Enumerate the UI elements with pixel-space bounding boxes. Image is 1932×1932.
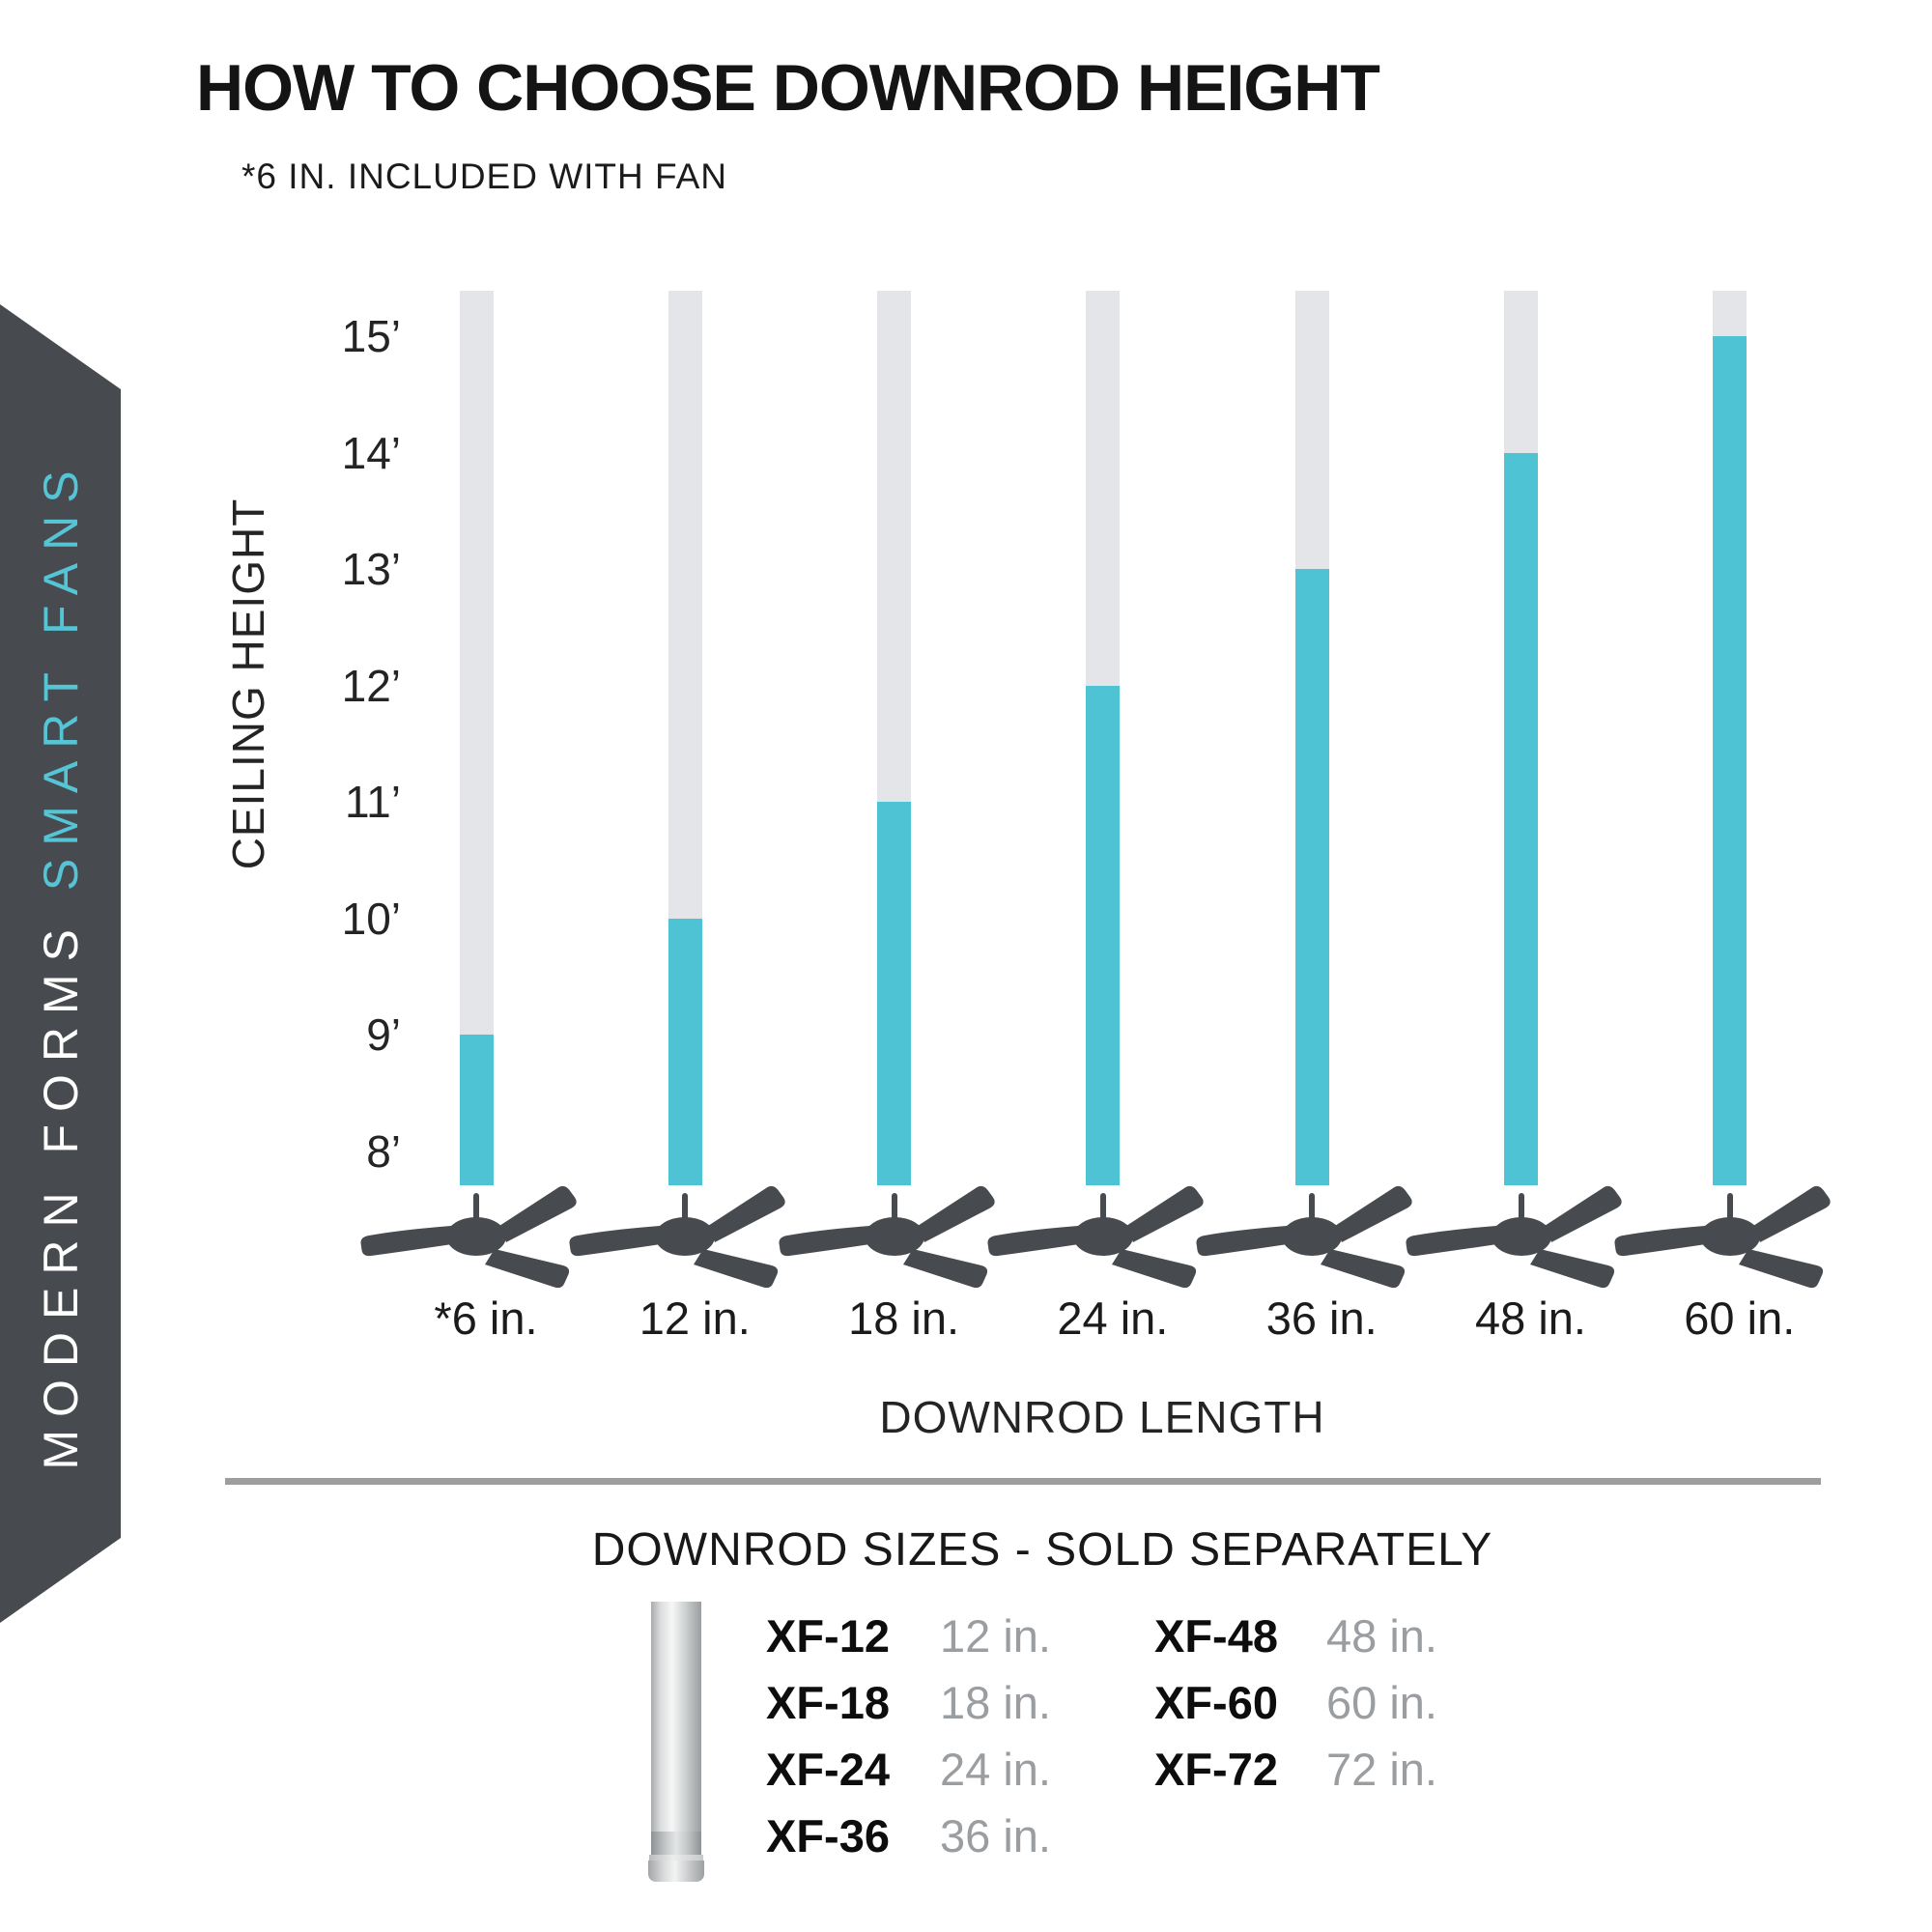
fan-hub — [864, 1217, 924, 1256]
bar-fill — [1504, 452, 1538, 1185]
x-tick-label: 24 in. — [1057, 1293, 1169, 1344]
ceiling-fan-icon — [1612, 1180, 1848, 1293]
fan-stem — [473, 1193, 479, 1224]
x-tick-label: *6 in. — [434, 1293, 538, 1344]
downrod-table-right: XF-48 48 in. XF-60 60 in. XF-72 72 in. — [1154, 1603, 1437, 1803]
fan-hub — [446, 1217, 506, 1256]
table-row: XF-48 48 in. — [1154, 1603, 1437, 1669]
y-tick-label: 11’ — [345, 777, 401, 827]
bar-fill — [1294, 569, 1329, 1185]
y-tick-label: 8’ — [366, 1125, 401, 1177]
fan-hub — [1282, 1217, 1343, 1256]
model-cell: XF-48 — [1154, 1610, 1278, 1662]
fan-stem — [682, 1193, 689, 1224]
table-row: XF-24 24 in. — [766, 1736, 1051, 1803]
table-row: XF-36 36 in. — [766, 1803, 1051, 1869]
y-tick-label: 12’ — [341, 660, 401, 711]
model-cell: XF-12 — [766, 1610, 890, 1662]
fan-stem — [1309, 1193, 1316, 1224]
model-cell: XF-60 — [1154, 1677, 1278, 1728]
x-axis-title: DOWNROD LENGTH — [879, 1392, 1325, 1442]
model-cell: XF-24 — [766, 1744, 890, 1795]
downrod-table-title: DOWNROD SIZES - SOLD SEPARATELY — [591, 1524, 1493, 1576]
downrod-table-left: XF-12 12 in. XF-18 18 in. XF-24 24 in. XF-36 36… — [766, 1603, 1051, 1869]
x-tick-label: 48 in. — [1475, 1293, 1586, 1344]
length-cell: 18 in. — [940, 1677, 1051, 1728]
bar-fill — [1086, 685, 1121, 1185]
fan-stem — [1726, 1193, 1733, 1224]
fan-hub — [1699, 1217, 1760, 1256]
table-row: XF-18 18 in. — [766, 1669, 1051, 1736]
section-divider — [225, 1478, 1821, 1485]
bar-fill — [1713, 336, 1747, 1185]
ceiling-fan-icon — [358, 1180, 594, 1293]
model-cell: XF-36 — [766, 1810, 890, 1861]
bar-fill — [877, 802, 912, 1185]
ceiling-fan-icon — [1194, 1180, 1430, 1293]
ceiling-fan-icon — [1404, 1180, 1639, 1293]
fan-stem — [1518, 1193, 1524, 1224]
model-cell: XF-18 — [766, 1677, 890, 1728]
length-cell: 36 in. — [940, 1810, 1051, 1861]
length-cell: 60 in. — [1326, 1677, 1437, 1728]
x-tick-label: 36 in. — [1265, 1293, 1378, 1344]
page-subtitle: *6 IN. INCLUDED WITH FAN — [242, 156, 727, 196]
brand-ribbon: MODERN FORMS SMART FANS — [0, 304, 121, 1623]
fan-hub — [655, 1217, 716, 1256]
ceiling-fan-icon — [777, 1180, 1012, 1293]
x-tick-label: 18 in. — [848, 1293, 960, 1344]
length-cell: 24 in. — [940, 1744, 1051, 1795]
ceiling-fan-icon — [985, 1180, 1221, 1293]
model-cell: XF-72 — [1154, 1744, 1278, 1795]
fan-stem — [891, 1193, 897, 1224]
downrod-icon — [648, 1602, 704, 1882]
fan-hub — [1491, 1217, 1551, 1256]
y-tick-label: 15’ — [341, 311, 401, 361]
downrod-groove — [649, 1855, 703, 1862]
fan-stem — [1099, 1193, 1106, 1224]
y-tick-label: 14’ — [341, 427, 401, 478]
page-title: HOW TO CHOOSE DOWNROD HEIGHT — [196, 51, 1380, 125]
bar-fill — [459, 1035, 494, 1185]
ceiling-fan-icon — [567, 1180, 803, 1293]
downrod-band — [651, 1832, 701, 1857]
length-cell: 72 in. — [1326, 1744, 1437, 1795]
table-row: XF-12 12 in. — [766, 1603, 1051, 1669]
table-row: XF-72 72 in. — [1154, 1736, 1437, 1803]
y-tick-label: 10’ — [341, 893, 401, 944]
y-tick-label: 13’ — [341, 544, 401, 594]
length-cell: 48 in. — [1326, 1610, 1437, 1662]
fan-hub — [1072, 1217, 1133, 1256]
table-row: XF-60 60 in. — [1154, 1669, 1437, 1736]
length-cell: 12 in. — [940, 1610, 1051, 1662]
bar-fill — [668, 918, 702, 1185]
downrod-lip — [648, 1861, 704, 1882]
x-tick-label: 12 in. — [639, 1293, 751, 1344]
downrod-shaft — [651, 1602, 701, 1833]
x-tick-label: 60 in. — [1684, 1293, 1796, 1344]
y-tick-label: 9’ — [366, 1009, 401, 1060]
